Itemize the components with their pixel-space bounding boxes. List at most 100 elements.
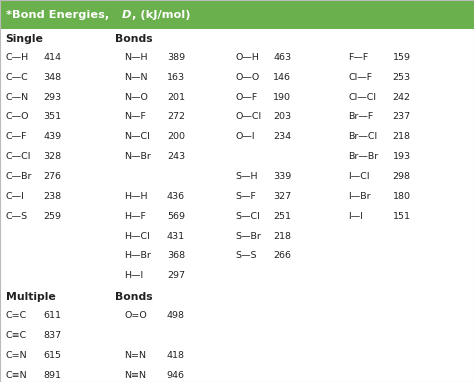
Text: 293: 293	[44, 92, 62, 102]
Text: 389: 389	[167, 53, 185, 62]
Text: C=N: C=N	[6, 351, 27, 360]
Text: 439: 439	[44, 132, 62, 141]
Text: 297: 297	[167, 271, 185, 280]
Text: S—Cl: S—Cl	[236, 212, 260, 221]
Text: H—F: H—F	[124, 212, 146, 221]
Text: C≡N: C≡N	[6, 371, 27, 380]
Text: C—O: C—O	[6, 112, 29, 121]
Text: 436: 436	[167, 192, 185, 201]
Text: Bonds: Bonds	[115, 34, 152, 44]
Text: N≡N: N≡N	[124, 371, 146, 380]
Text: 611: 611	[44, 311, 62, 320]
Text: N—O: N—O	[124, 92, 148, 102]
Text: 242: 242	[392, 92, 410, 102]
Text: O—H: O—H	[236, 53, 259, 62]
Text: N=N: N=N	[124, 351, 146, 360]
Text: 368: 368	[167, 251, 185, 261]
Text: 569: 569	[167, 212, 185, 221]
Text: F—F: F—F	[348, 53, 369, 62]
Text: N—N: N—N	[124, 73, 148, 82]
Text: Multiple: Multiple	[6, 292, 55, 302]
Text: 276: 276	[44, 172, 62, 181]
Text: C≡C: C≡C	[6, 331, 27, 340]
Text: C—Cl: C—Cl	[6, 152, 31, 161]
Text: Cl—Cl: Cl—Cl	[348, 92, 376, 102]
Text: 431: 431	[167, 231, 185, 241]
Text: 238: 238	[44, 192, 62, 201]
Text: H—H: H—H	[124, 192, 148, 201]
Text: I—I: I—I	[348, 212, 364, 221]
Text: D: D	[122, 10, 131, 19]
Text: H—Br: H—Br	[124, 251, 151, 261]
Text: 498: 498	[167, 311, 185, 320]
Text: 266: 266	[273, 251, 291, 261]
Text: 218: 218	[392, 132, 410, 141]
Text: N—Cl: N—Cl	[124, 132, 150, 141]
Text: 418: 418	[167, 351, 185, 360]
Text: Br—Br: Br—Br	[348, 152, 379, 161]
Text: 234: 234	[273, 132, 291, 141]
Text: N—F: N—F	[124, 112, 146, 121]
Text: *Bond Energies,: *Bond Energies,	[6, 10, 113, 19]
Text: 159: 159	[392, 53, 410, 62]
Text: S—H: S—H	[236, 172, 258, 181]
Text: 180: 180	[392, 192, 410, 201]
Text: Single: Single	[6, 34, 44, 44]
Text: 259: 259	[44, 212, 62, 221]
Text: C=C: C=C	[6, 311, 27, 320]
Text: 339: 339	[273, 172, 292, 181]
Text: C—F: C—F	[6, 132, 27, 141]
Text: Bonds: Bonds	[115, 292, 152, 302]
Text: 218: 218	[273, 231, 291, 241]
Text: 200: 200	[167, 132, 185, 141]
Text: O=O: O=O	[124, 311, 147, 320]
Text: S—Br: S—Br	[236, 231, 262, 241]
Text: 327: 327	[273, 192, 291, 201]
Text: O—O: O—O	[236, 73, 260, 82]
Text: 272: 272	[167, 112, 185, 121]
Text: N—Br: N—Br	[124, 152, 151, 161]
Text: O—F: O—F	[236, 92, 258, 102]
Text: 414: 414	[44, 53, 62, 62]
Text: 237: 237	[392, 112, 410, 121]
Text: 351: 351	[44, 112, 62, 121]
Text: 203: 203	[273, 112, 291, 121]
Text: 615: 615	[44, 351, 62, 360]
Text: 891: 891	[44, 371, 62, 380]
Text: H—I: H—I	[124, 271, 144, 280]
Text: S—F: S—F	[236, 192, 256, 201]
Text: 201: 201	[167, 92, 185, 102]
Text: 243: 243	[167, 152, 185, 161]
FancyBboxPatch shape	[0, 0, 474, 29]
Text: , (kJ/mol): , (kJ/mol)	[132, 10, 191, 19]
Text: 463: 463	[273, 53, 291, 62]
Text: O—Cl: O—Cl	[236, 112, 262, 121]
Text: C—C: C—C	[6, 73, 28, 82]
Text: C—H: C—H	[6, 53, 29, 62]
Text: 193: 193	[392, 152, 410, 161]
Text: 348: 348	[44, 73, 62, 82]
Text: Cl—F: Cl—F	[348, 73, 373, 82]
Text: 146: 146	[273, 73, 291, 82]
Text: 251: 251	[273, 212, 291, 221]
Text: O—I: O—I	[236, 132, 255, 141]
Text: C—N: C—N	[6, 92, 29, 102]
Text: C—Br: C—Br	[6, 172, 32, 181]
Text: 946: 946	[167, 371, 185, 380]
Text: 328: 328	[44, 152, 62, 161]
Text: S—S: S—S	[236, 251, 257, 261]
Text: Br—F: Br—F	[348, 112, 374, 121]
Text: 190: 190	[273, 92, 291, 102]
Text: N—H: N—H	[124, 53, 148, 62]
Text: C—I: C—I	[6, 192, 25, 201]
Text: Br—Cl: Br—Cl	[348, 132, 377, 141]
Text: C—S: C—S	[6, 212, 28, 221]
Text: I—Br: I—Br	[348, 192, 371, 201]
Text: 163: 163	[167, 73, 185, 82]
Text: I—Cl: I—Cl	[348, 172, 370, 181]
Text: 151: 151	[392, 212, 410, 221]
Text: H—Cl: H—Cl	[124, 231, 150, 241]
Text: 837: 837	[44, 331, 62, 340]
Text: 298: 298	[392, 172, 410, 181]
Text: 253: 253	[392, 73, 410, 82]
